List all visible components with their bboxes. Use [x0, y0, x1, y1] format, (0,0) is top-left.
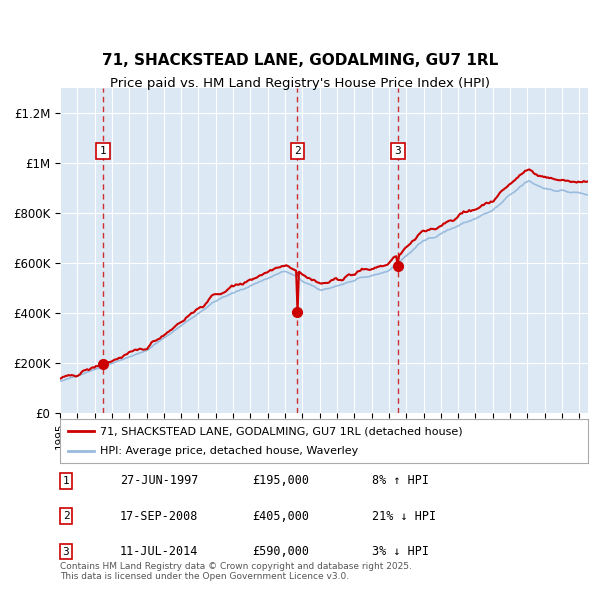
Text: 3: 3	[395, 146, 401, 156]
Text: 3% ↓ HPI: 3% ↓ HPI	[372, 545, 429, 558]
Text: 2: 2	[62, 512, 70, 521]
Text: £195,000: £195,000	[252, 474, 309, 487]
Text: 1: 1	[62, 476, 70, 486]
Text: 8% ↑ HPI: 8% ↑ HPI	[372, 474, 429, 487]
Text: £590,000: £590,000	[252, 545, 309, 558]
Text: 2: 2	[294, 146, 301, 156]
Text: 71, SHACKSTEAD LANE, GODALMING, GU7 1RL: 71, SHACKSTEAD LANE, GODALMING, GU7 1RL	[102, 53, 498, 68]
Text: 1: 1	[100, 146, 106, 156]
Text: 71, SHACKSTEAD LANE, GODALMING, GU7 1RL (detached house): 71, SHACKSTEAD LANE, GODALMING, GU7 1RL …	[100, 427, 462, 436]
Text: Contains HM Land Registry data © Crown copyright and database right 2025.
This d: Contains HM Land Registry data © Crown c…	[60, 562, 412, 581]
Text: 21% ↓ HPI: 21% ↓ HPI	[372, 510, 436, 523]
Text: Price paid vs. HM Land Registry's House Price Index (HPI): Price paid vs. HM Land Registry's House …	[110, 77, 490, 90]
Text: 3: 3	[62, 547, 70, 556]
Text: 27-JUN-1997: 27-JUN-1997	[120, 474, 199, 487]
Text: £405,000: £405,000	[252, 510, 309, 523]
Text: 11-JUL-2014: 11-JUL-2014	[120, 545, 199, 558]
Text: 17-SEP-2008: 17-SEP-2008	[120, 510, 199, 523]
Text: HPI: Average price, detached house, Waverley: HPI: Average price, detached house, Wave…	[100, 446, 358, 455]
